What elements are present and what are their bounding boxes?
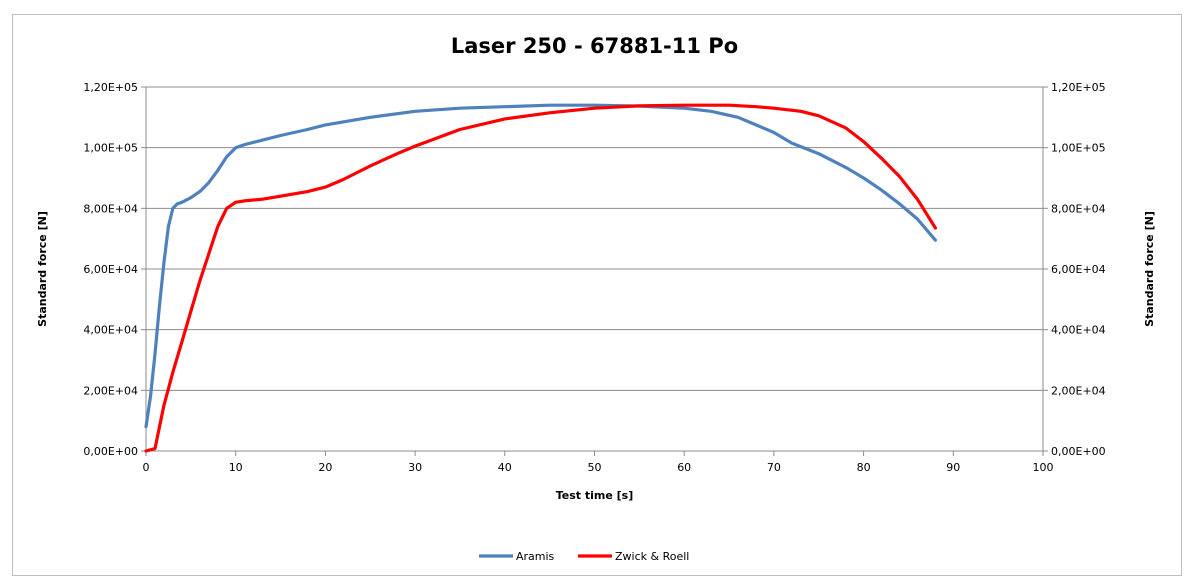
y-left-tick-label: 1,20E+05 (83, 81, 138, 94)
x-tick-label: 50 (588, 461, 602, 474)
series-line-zwick-roell (144, 103, 938, 453)
x-tick-label: 40 (498, 461, 512, 474)
legend-label-zwick-roell: Zwick & Roell (615, 550, 689, 563)
x-tick-label: 0 (143, 461, 150, 474)
y-axis-left-title: Standard force [N] (36, 211, 49, 327)
x-tick-label: 100 (1033, 461, 1054, 474)
gridlines (146, 86, 1043, 391)
y-right-tick-label: 6,00E+04 (1051, 263, 1106, 276)
y-left-tick-label: 4,00E+04 (83, 324, 138, 337)
y-right-tick-label: 8,00E+04 (1051, 202, 1106, 215)
chart-frame: Laser 250 - 67881-11 Po 0,00E+00 2,00E+04… (12, 14, 1182, 576)
y-left-tick-label: 2,00E+04 (83, 384, 138, 397)
y-left-tick-label: 8,00E+04 (83, 202, 138, 215)
y-right-tick-label: 1,00E+05 (1051, 142, 1106, 155)
series-line-aramis (144, 103, 938, 429)
x-axis-title: Test time [s] (556, 489, 634, 502)
x-tick-label: 70 (767, 461, 781, 474)
x-tick-label: 20 (318, 461, 332, 474)
y-left-tick-label: 0,00E+00 (83, 445, 138, 458)
y-axis-right-title: Standard force [N] (1143, 211, 1156, 327)
x-tick-label: 10 (229, 461, 243, 474)
y-right-tick-label: 0,00E+00 (1051, 445, 1106, 458)
chart-title: Laser 250 - 67881-11 Po (451, 34, 738, 58)
x-tick-label: 60 (677, 461, 691, 474)
x-tick-label: 30 (408, 461, 422, 474)
y-left-tick-label: 6,00E+04 (83, 263, 138, 276)
legend: Aramis Zwick & Roell (479, 550, 689, 563)
y-right-tick-label: 4,00E+04 (1051, 324, 1106, 337)
y-right-tick-label: 1,20E+05 (1051, 81, 1106, 94)
x-tick-label: 90 (946, 461, 960, 474)
series-layer (144, 103, 938, 453)
y-left-tick-label: 1,00E+05 (83, 142, 138, 155)
line-chart: Laser 250 - 67881-11 Po 0,00E+00 2,00E+04… (36, 34, 1156, 563)
x-axis: 0 10 20 30 40 50 60 70 80 90 100 (143, 451, 1054, 474)
y-right-tick-label: 2,00E+04 (1051, 384, 1106, 397)
y-axis-right: 0,00E+00 2,00E+04 4,00E+04 6,00E+04 8,00E+04… (1043, 81, 1106, 458)
x-tick-label: 80 (857, 461, 871, 474)
legend-label-aramis: Aramis (516, 550, 555, 563)
y-axis-left: 0,00E+00 2,00E+04 4,00E+04 6,00E+04 8,00E+04… (83, 81, 146, 458)
